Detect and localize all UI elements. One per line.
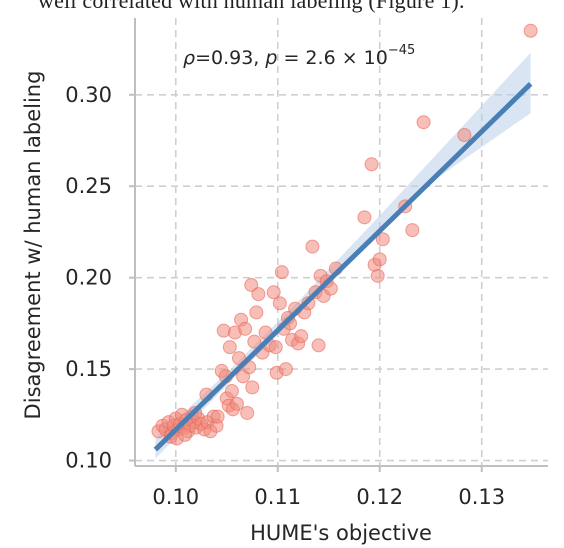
regression-line: [153, 82, 533, 452]
tick-labels: 0.10 0.11 0.12 0.13 0.10 0.15 0.20 0.25 0.30: [65, 83, 505, 509]
y-tick-label: 0.15: [65, 357, 112, 381]
y-axis-label: Disagreement w/ human labeling: [21, 71, 45, 420]
data-point: [229, 396, 244, 411]
data-point: [405, 223, 420, 238]
data-point: [247, 334, 262, 349]
x-tick-label: 0.10: [152, 485, 199, 509]
data-point: [238, 321, 253, 336]
data-point: [372, 252, 387, 267]
rho-symbol: ρ: [183, 47, 195, 69]
x-axis-label: HUME's objective: [250, 521, 432, 545]
correlation-annotation: ρ=0.93, p = 2.6 × 10−45: [183, 43, 415, 69]
rho-value: =0.93,: [195, 47, 265, 69]
axes: [129, 18, 548, 472]
x-tick-label: 0.11: [254, 485, 301, 509]
data-point: [244, 277, 259, 292]
data-point: [323, 281, 338, 296]
y-tick-label: 0.10: [65, 449, 112, 473]
data-points: [151, 23, 538, 446]
data-point: [416, 115, 431, 130]
data-point: [357, 210, 372, 225]
data-point: [245, 380, 260, 395]
data-point: [305, 239, 320, 254]
grid-lines: [135, 18, 548, 466]
data-point: [266, 285, 281, 300]
page-caption-fragment: well correlated with human labeling (Fig…: [0, 0, 564, 16]
data-point: [177, 427, 192, 442]
y-tick-label: 0.30: [65, 83, 112, 107]
data-point: [523, 23, 538, 38]
p-exponent: −45: [388, 43, 415, 58]
data-point: [364, 157, 379, 172]
data-point: [294, 329, 309, 344]
fit-line-layer: [153, 82, 533, 452]
data-point: [370, 268, 385, 283]
data-point: [224, 384, 239, 399]
y-tick-label: 0.20: [65, 266, 112, 290]
data-point: [457, 128, 472, 143]
data-point: [311, 338, 326, 353]
data-point: [210, 409, 225, 424]
data-point: [249, 305, 264, 320]
data-point: [274, 265, 289, 280]
y-tick-label: 0.25: [65, 174, 112, 198]
caption-text: well correlated with human labeling (Fig…: [38, 0, 465, 13]
data-point: [251, 287, 266, 302]
data-point: [272, 296, 287, 311]
data-point: [222, 340, 237, 355]
x-tick-label: 0.12: [356, 485, 403, 509]
x-tick-label: 0.13: [458, 485, 505, 509]
data-point: [268, 340, 283, 355]
data-point: [240, 405, 255, 420]
data-point: [375, 232, 390, 247]
p-symbol: p: [264, 47, 277, 69]
p-value: = 2.6 × 10: [277, 47, 387, 69]
data-point: [278, 362, 293, 377]
